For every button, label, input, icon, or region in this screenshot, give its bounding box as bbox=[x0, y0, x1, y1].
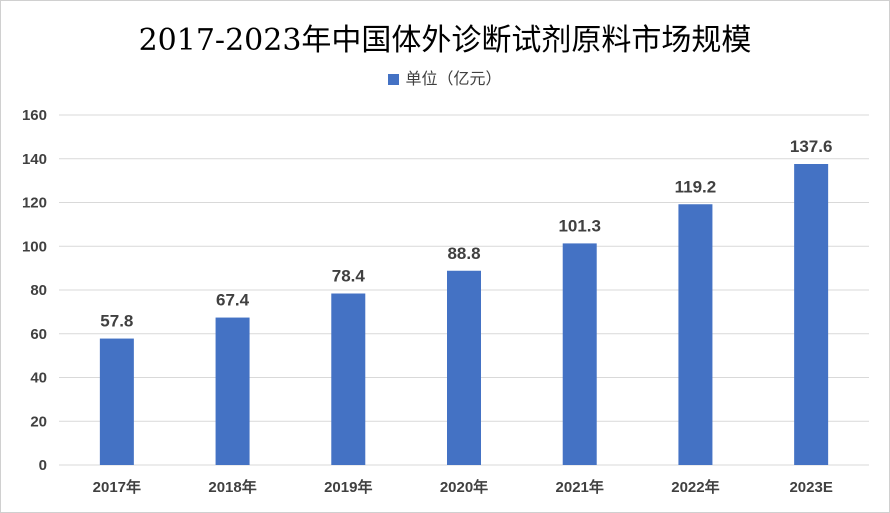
y-tick-label: 120 bbox=[22, 195, 47, 212]
bar bbox=[447, 270, 481, 465]
x-tick-label: 2020年 bbox=[440, 478, 488, 496]
x-tick-label: 2018年 bbox=[208, 478, 256, 496]
y-tick-label: 100 bbox=[22, 238, 47, 255]
chart-title: 2017-2023年中国体外诊断试剂原料市场规模 bbox=[138, 23, 752, 58]
data-label: 57.8 bbox=[100, 312, 133, 331]
bar bbox=[794, 164, 829, 465]
data-label: 101.3 bbox=[558, 216, 601, 235]
y-tick-label: 80 bbox=[30, 282, 47, 299]
x-tick-label: 2022年 bbox=[671, 478, 719, 496]
data-label: 88.8 bbox=[447, 244, 480, 263]
data-label: 137.6 bbox=[790, 137, 833, 156]
bar bbox=[215, 317, 250, 465]
y-tick-label: 140 bbox=[22, 151, 47, 168]
bar bbox=[562, 243, 597, 465]
bar bbox=[99, 338, 134, 465]
y-tick-label: 40 bbox=[30, 370, 47, 387]
x-tick-label: 2021年 bbox=[556, 478, 604, 496]
y-tick-label: 20 bbox=[30, 413, 47, 430]
x-tick-label: 2023E bbox=[789, 479, 832, 496]
bar bbox=[331, 293, 366, 465]
y-tick-label: 60 bbox=[30, 326, 47, 343]
data-label: 78.4 bbox=[332, 267, 366, 286]
y-tick-label: 0 bbox=[39, 457, 47, 474]
y-tick-label: 160 bbox=[22, 107, 47, 124]
legend-swatch bbox=[388, 74, 400, 85]
legend-label: 单位（亿元） bbox=[405, 69, 502, 88]
x-tick-label: 2017年 bbox=[93, 478, 141, 496]
bar bbox=[678, 204, 713, 465]
data-label: 119.2 bbox=[675, 177, 717, 196]
data-label: 67.4 bbox=[216, 291, 250, 310]
x-tick-label: 2019年 bbox=[324, 478, 372, 496]
legend: 单位（亿元） bbox=[1, 65, 889, 89]
